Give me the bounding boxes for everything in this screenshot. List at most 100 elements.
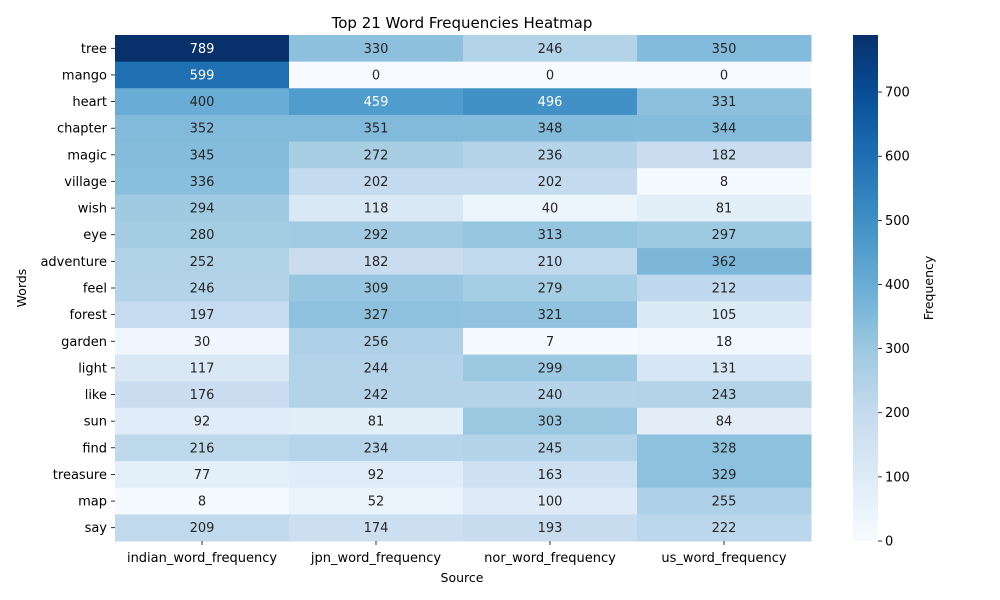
- heatmap-cell: [289, 194, 464, 222]
- row-label: village: [64, 175, 107, 190]
- row-label: light: [78, 361, 107, 376]
- cell-value-label: 7: [546, 335, 554, 350]
- heatmap-cell: [115, 381, 290, 409]
- column-label: us_word_frequency: [661, 551, 786, 566]
- heatmap-cell: [115, 461, 290, 489]
- row-label: garden: [61, 335, 107, 350]
- cell-value-label: 163: [538, 468, 563, 483]
- heatmap-cell: [289, 114, 464, 143]
- cell-value-label: 329: [712, 468, 737, 483]
- heatmap-cell: [115, 221, 290, 249]
- cell-value-label: 280: [190, 228, 215, 243]
- heatmap-cell: [463, 35, 638, 63]
- x-axis-label: Source: [441, 570, 484, 585]
- heatmap-cell: [637, 434, 812, 462]
- heatmap-cell: [289, 61, 464, 89]
- heatmap-cell: [289, 301, 464, 329]
- row-label: mango: [62, 68, 107, 83]
- colorbar-tick-label: 600: [885, 150, 910, 165]
- row-label: forest: [70, 308, 107, 323]
- heatmap-cell: [637, 274, 812, 302]
- heatmap-cell: [289, 248, 464, 276]
- row-label: like: [85, 388, 107, 403]
- cell-value-label: 81: [716, 202, 733, 217]
- cell-value-label: 30: [194, 335, 211, 350]
- row-label: heart: [72, 95, 107, 110]
- row-labels: tree mango heart chapter magic village wish eye…: [40, 42, 115, 536]
- heatmap-cells: 789 330 246 350 599 0 0 0 400 459 496 331 352 351 348 3…: [115, 35, 812, 542]
- cell-value-label: 255: [712, 495, 737, 510]
- heatmap-cell: [463, 248, 638, 276]
- heatmap-cell: [463, 327, 638, 356]
- cell-value-label: 297: [712, 228, 737, 243]
- cell-value-label: 210: [538, 255, 563, 270]
- heatmap-cell: [463, 168, 638, 196]
- cell-value-label: 309: [364, 282, 389, 297]
- row-label: eye: [83, 228, 107, 243]
- cell-value-label: 52: [368, 495, 385, 510]
- heatmap-cell: [115, 274, 290, 302]
- cell-value-label: 0: [720, 68, 728, 83]
- heatmap-cell: [463, 381, 638, 409]
- colorbar-tick-label: 100: [885, 470, 910, 485]
- heatmap-cell: [115, 514, 290, 542]
- heatmap-cell: [637, 248, 812, 276]
- heatmap-cell: [637, 487, 812, 515]
- colorbar-tick-label: 300: [885, 342, 910, 357]
- heatmap-cell: [463, 274, 638, 302]
- cell-value-label: 240: [538, 388, 563, 403]
- row-label: treasure: [53, 468, 107, 483]
- heatmap-cell: [637, 327, 812, 356]
- cell-value-label: 174: [364, 521, 389, 536]
- row-label: wish: [78, 202, 107, 217]
- colorbar: 0 100 200 300 400 500 600 700: [853, 35, 910, 550]
- heatmap-cell: [115, 354, 290, 382]
- heatmap-cell: [637, 354, 812, 382]
- colorbar-tick-label: 500: [885, 214, 910, 229]
- cell-value-label: 328: [712, 441, 737, 456]
- heatmap-cell: [289, 434, 464, 462]
- heatmap-cell: [463, 221, 638, 249]
- cell-value-label: 352: [190, 122, 215, 137]
- heatmap-cell: [637, 114, 812, 143]
- cell-value-label: 92: [368, 468, 385, 483]
- cell-value-label: 0: [546, 68, 554, 83]
- heatmap-cell: [289, 487, 464, 515]
- cell-value-label: 182: [712, 148, 737, 163]
- heatmap-cell: [115, 407, 290, 435]
- row-label: tree: [81, 42, 107, 57]
- heatmap-cell: [637, 407, 812, 435]
- chart-title: Top 21 Word Frequencies Heatmap: [331, 14, 593, 32]
- heatmap-cell: [115, 327, 290, 356]
- cell-value-label: 236: [538, 148, 563, 163]
- heatmap-cell: [289, 381, 464, 409]
- cell-value-label: 77: [194, 468, 211, 483]
- heatmap-cell: [289, 354, 464, 382]
- heatmap-cell: [289, 274, 464, 302]
- colorbar-tick-label: 700: [885, 86, 910, 101]
- cell-value-label: 100: [538, 495, 563, 510]
- cell-value-label: 252: [190, 255, 215, 270]
- cell-value-label: 202: [538, 175, 563, 190]
- column-label: jpn_word_frequency: [310, 551, 442, 566]
- column-label: indian_word_frequency: [127, 551, 277, 566]
- heatmap-cell: [637, 141, 812, 169]
- heatmap-cell: [289, 327, 464, 356]
- cell-value-label: 496: [538, 95, 563, 110]
- cell-value-label: 272: [364, 148, 389, 163]
- heatmap-cell: [115, 61, 290, 89]
- cell-value-label: 279: [538, 282, 563, 297]
- colorbar-label: Frequency: [921, 255, 936, 320]
- row-label: sun: [84, 415, 107, 430]
- cell-value-label: 348: [538, 122, 563, 137]
- heatmap-cell: [115, 434, 290, 462]
- cell-value-label: 344: [712, 122, 737, 137]
- cell-value-label: 789: [190, 42, 215, 57]
- cell-value-label: 118: [364, 202, 389, 217]
- cell-value-label: 0: [372, 68, 380, 83]
- cell-value-label: 202: [364, 175, 389, 190]
- heatmap-cell: [637, 168, 812, 196]
- heatmap-cell: [115, 88, 290, 116]
- colorbar-gradient: [853, 35, 878, 541]
